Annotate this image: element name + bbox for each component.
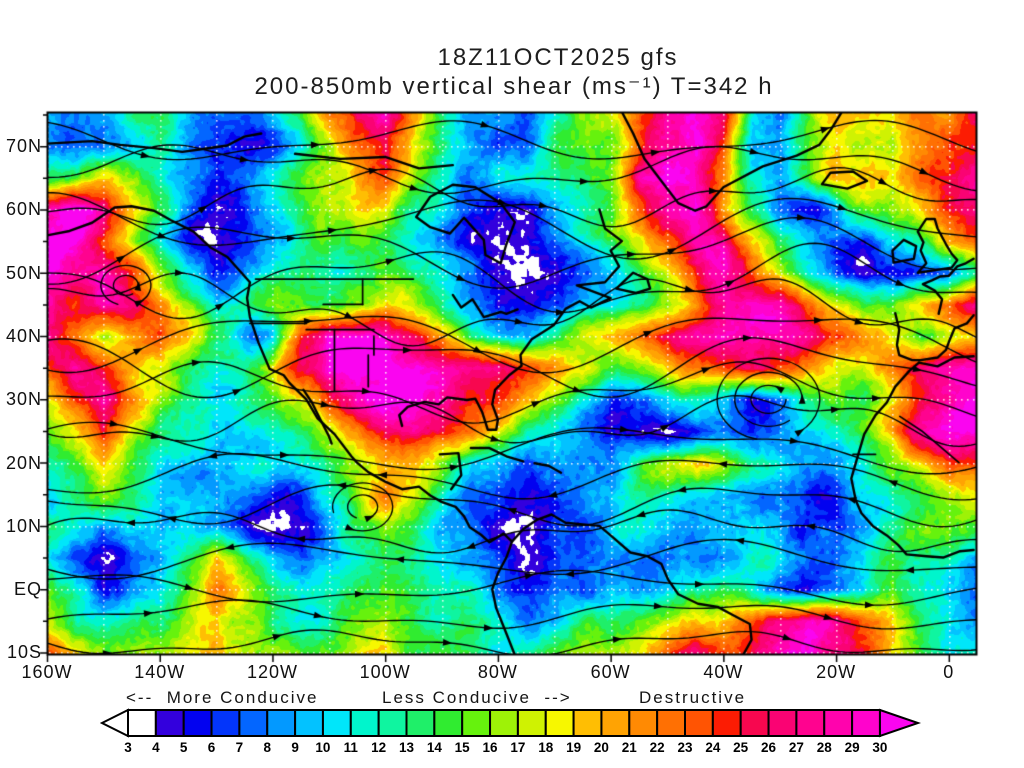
lat-tick-label: 20N xyxy=(5,452,42,473)
lat-tick-label: 10S xyxy=(6,642,42,663)
lat-tick-label: 10N xyxy=(5,515,42,536)
colorbar-cell xyxy=(321,709,352,737)
colorbar-tick-label: 26 xyxy=(761,740,777,755)
colorbar-cell xyxy=(544,709,575,737)
colorbar-tick-label: 11 xyxy=(343,740,358,755)
colorbar-tick-label: 13 xyxy=(398,740,415,755)
colorbar-cell xyxy=(377,709,408,737)
colorbar-cell xyxy=(405,709,436,737)
colorbar-tick-label: 8 xyxy=(263,740,271,755)
colorbar xyxy=(100,708,922,738)
lon-tick-label: 20W xyxy=(816,662,857,682)
colorbar-tick-label: 23 xyxy=(677,740,693,755)
lon-tick-label: 40W xyxy=(703,662,744,682)
colorbar-tick-label: 24 xyxy=(705,740,721,755)
colorbar-tick-label: 22 xyxy=(649,740,665,755)
colorbar-tick-label: 6 xyxy=(207,740,216,755)
colorbar-cell xyxy=(711,709,742,737)
colorbar-tick-label: 21 xyxy=(621,740,637,755)
lon-tick-label: 140W xyxy=(134,662,186,682)
colorbar-cell xyxy=(516,709,547,737)
colorbar-tick-label: 16 xyxy=(482,740,498,755)
lat-tick-label: 40N xyxy=(5,326,42,347)
colorbar-cell xyxy=(823,709,854,737)
colorbar-tick-label: 9 xyxy=(291,740,299,755)
colorbar-cell xyxy=(127,709,157,737)
colorbar-over-arrow xyxy=(878,708,922,738)
colorbar-cell xyxy=(572,709,603,737)
colorbar-tick-label: 10 xyxy=(315,740,331,755)
colorbar-cell xyxy=(739,709,770,737)
annotation-destructive: Destructive xyxy=(639,688,747,707)
colorbar-cell xyxy=(600,709,631,737)
colorbar-tick-label: 15 xyxy=(454,740,470,755)
colorbar-tick-label: 12 xyxy=(371,740,387,755)
colorbar-tick-label: 17 xyxy=(510,740,526,755)
lon-tick-label: 0 xyxy=(943,662,955,682)
colorbar-tick-label: 14 xyxy=(426,740,442,755)
colorbar-tick-label: 4 xyxy=(152,740,160,755)
colorbar-cell xyxy=(266,709,297,737)
colorbar-cell xyxy=(294,709,324,737)
lat-tick-label: EQ xyxy=(13,579,42,600)
colorbar-cell xyxy=(684,709,714,737)
colorbar-cell xyxy=(628,709,659,737)
colorbar-tick-label: 29 xyxy=(844,740,860,755)
colorbar-tick-label: 28 xyxy=(816,740,832,755)
colorbar-cell xyxy=(656,709,687,737)
colorbar-cell xyxy=(433,709,464,737)
colorbar-cell xyxy=(238,709,269,737)
colorbar-cell xyxy=(349,709,380,737)
colorbar-tick-label: 7 xyxy=(235,740,244,755)
colorbar-tick-label: 18 xyxy=(538,740,554,755)
lat-tick-label: 50N xyxy=(5,262,42,283)
colorbar-tick-label: 27 xyxy=(788,740,804,755)
annotation-less-conducive: Less Conducive --> xyxy=(382,688,572,707)
colorbar-cell xyxy=(795,709,826,737)
lat-tick-label: 70N xyxy=(5,136,42,157)
colorbar-under-arrow xyxy=(100,708,129,738)
lon-tick-label: 60W xyxy=(590,662,631,682)
colorbar-tick-label: 19 xyxy=(566,740,582,755)
colorbar-cell xyxy=(489,709,519,737)
lon-tick-label: 100W xyxy=(359,662,411,682)
lon-tick-label: 120W xyxy=(246,662,298,682)
colorbar-tick-label: 20 xyxy=(593,740,609,755)
colorbar-cell xyxy=(210,709,241,737)
lat-tick-label: 30N xyxy=(5,389,42,410)
colorbar-cell xyxy=(851,709,881,737)
colorbar-cell xyxy=(182,709,213,737)
colorbar-cell xyxy=(154,709,185,737)
colorbar-tick-label: 25 xyxy=(733,740,749,755)
lon-tick-label: 160W xyxy=(21,662,73,682)
colorbar-cell xyxy=(767,709,798,737)
annotation-more-conducive: <-- More Conducive xyxy=(126,688,319,707)
colorbar-tick-label: 5 xyxy=(179,740,188,755)
colorbar-tick-label: 30 xyxy=(872,740,888,755)
lon-tick-label: 80W xyxy=(477,662,518,682)
lat-tick-label: 60N xyxy=(5,199,42,220)
colorbar-tick-label: 3 xyxy=(124,740,132,755)
colorbar-cell xyxy=(461,709,492,737)
